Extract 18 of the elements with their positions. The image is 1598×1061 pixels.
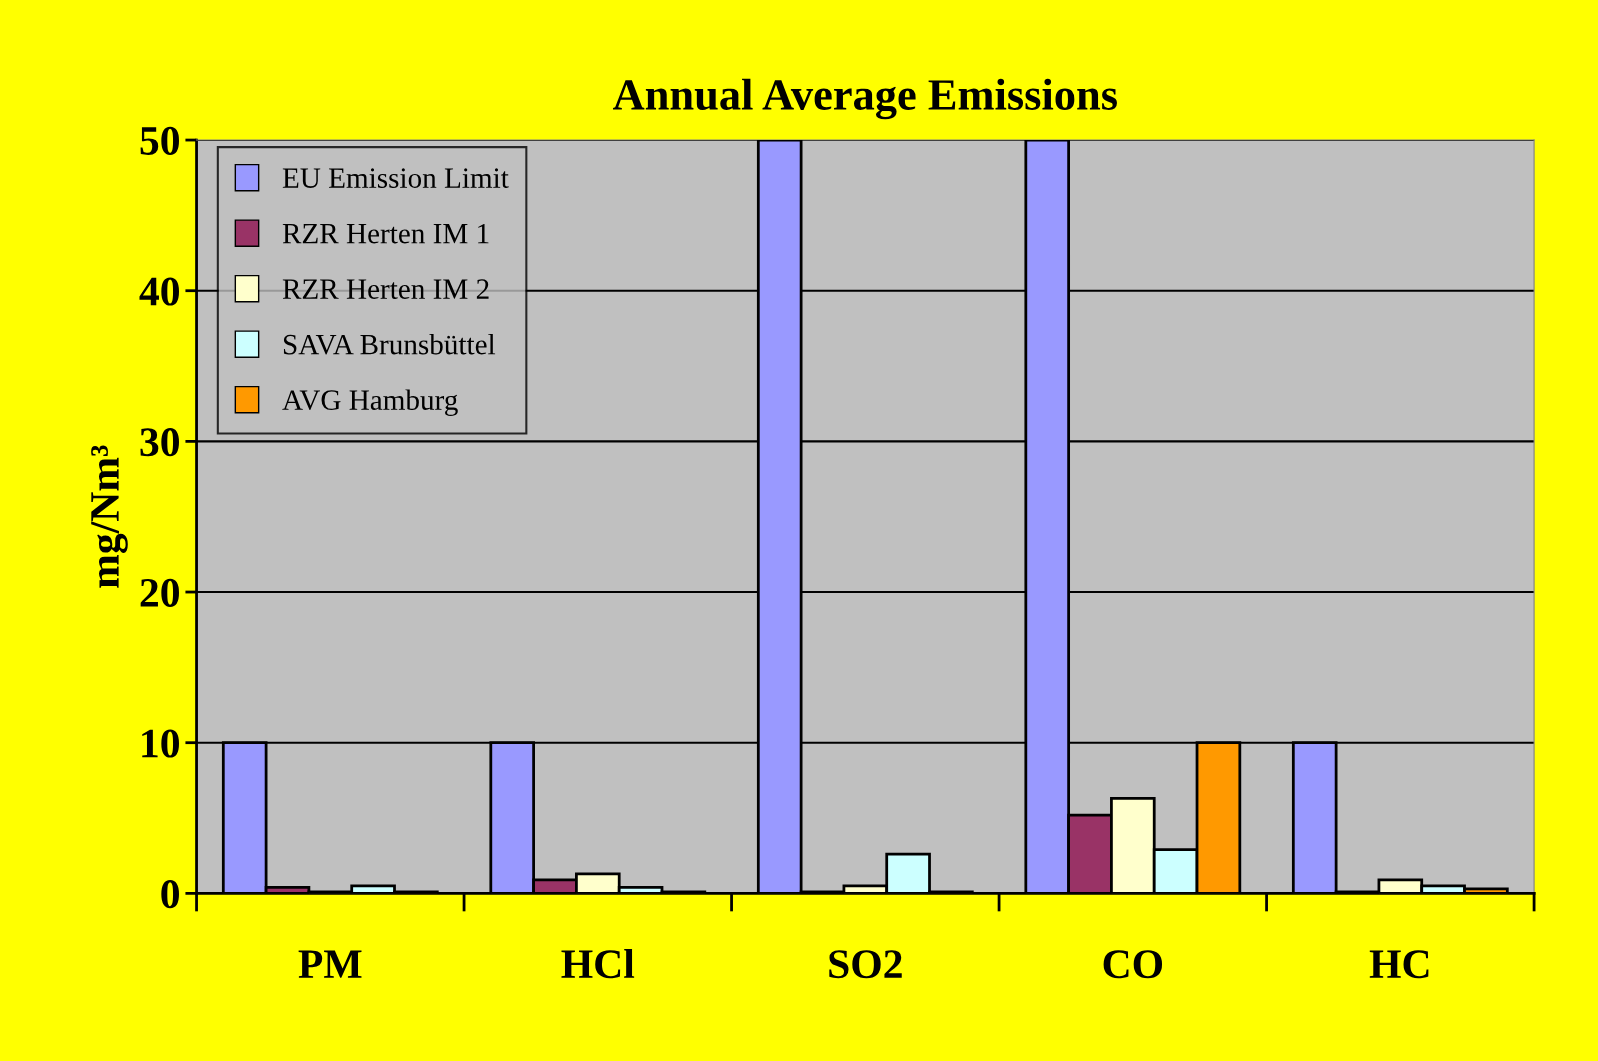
x-tick-label: PM — [298, 950, 362, 978]
legend-label: EU Emission Limit — [282, 168, 509, 188]
legend-label: RZR Herten IM 1 — [282, 223, 489, 244]
y-tick-label: 50 — [140, 126, 179, 155]
legend-label: SAVA Brunsbüttel — [283, 333, 496, 355]
y-tick-label: 10 — [142, 729, 179, 758]
legend-label: AVG Hamburg — [282, 389, 458, 416]
y-tick-label: 0 — [161, 880, 179, 909]
y-tick-label: 20 — [140, 578, 179, 607]
x-tick-label: SO2 — [829, 950, 902, 979]
x-tick-label: HCl — [561, 948, 635, 979]
chart-title: Annual Average Emissions — [613, 78, 1117, 120]
x-tick-label: CO — [1103, 950, 1163, 979]
y-axis-title: mg/Nm³ — [91, 445, 128, 588]
legend-label: RZR Herten IM 2 — [282, 279, 489, 299]
y-tick-label: 40 — [139, 277, 179, 306]
x-tick-label: HC — [1369, 950, 1429, 979]
y-tick-label: 30 — [140, 428, 179, 457]
